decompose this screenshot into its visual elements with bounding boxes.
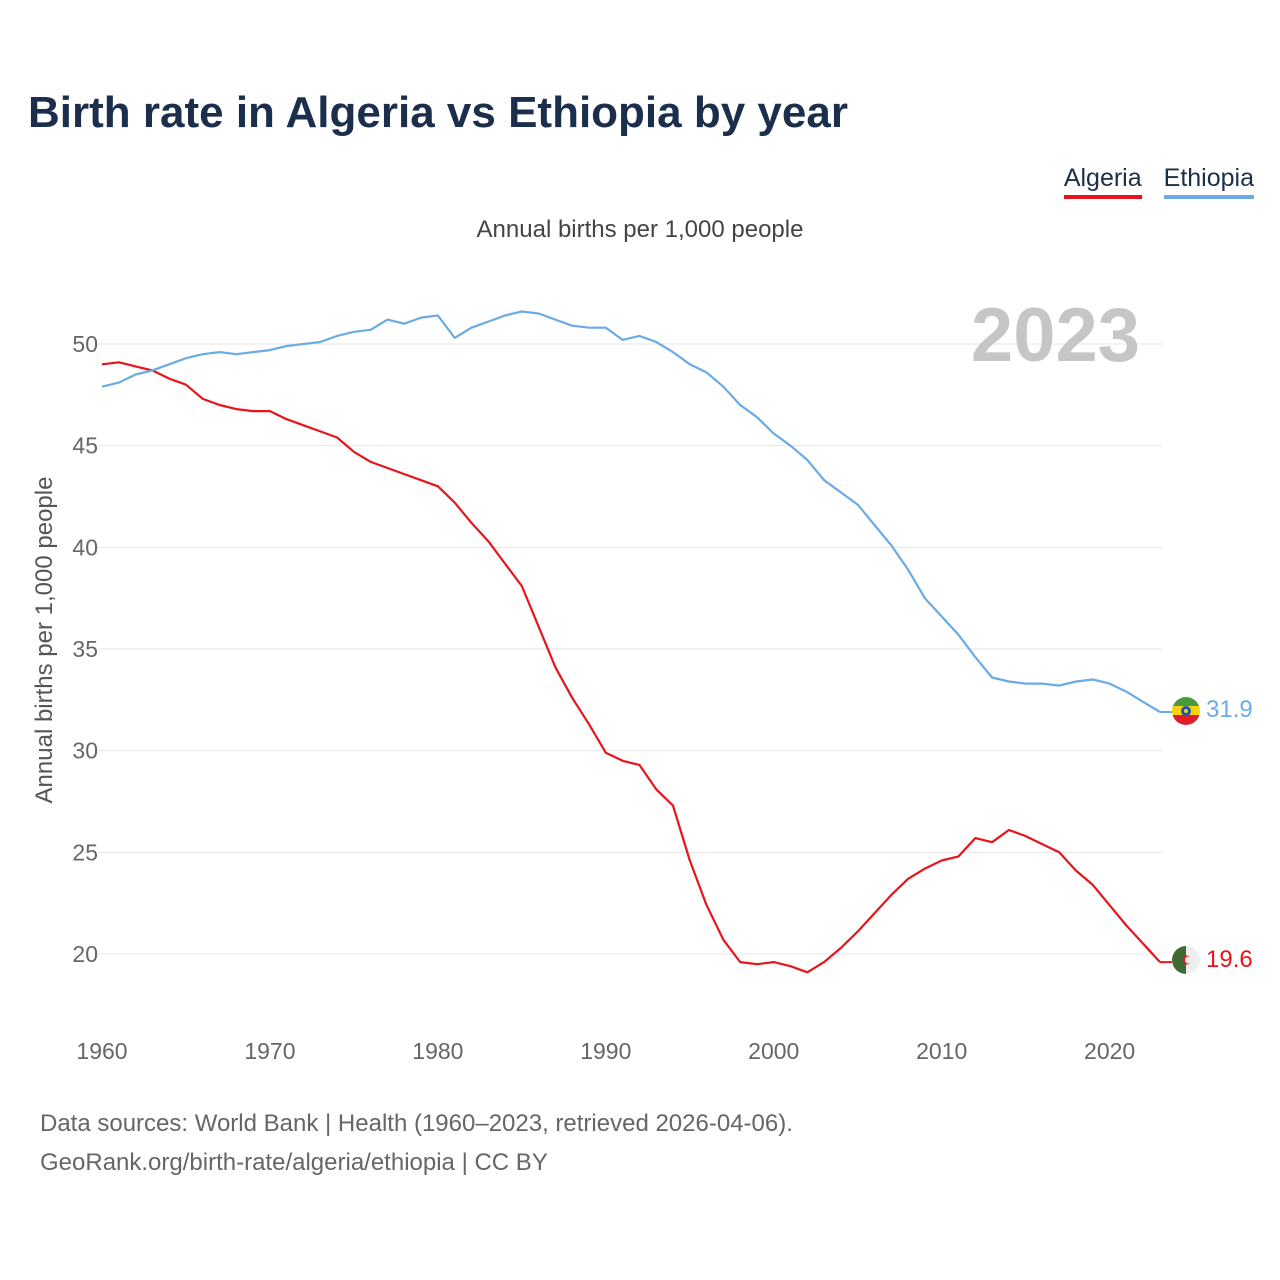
y-tick-label: 25 bbox=[72, 839, 98, 865]
y-tick-label: 30 bbox=[72, 738, 98, 764]
x-tick-label: 2010 bbox=[916, 1038, 967, 1064]
y-tick-label: 50 bbox=[72, 331, 98, 357]
legend: Algeria Ethiopia bbox=[1063, 164, 1254, 199]
y-tick-label: 45 bbox=[72, 433, 98, 459]
y-tick-label: 35 bbox=[72, 636, 98, 662]
legend-item-ethiopia[interactable]: Ethiopia bbox=[1163, 164, 1254, 199]
y-tick-label: 20 bbox=[72, 941, 98, 967]
x-tick-label: 2000 bbox=[748, 1038, 799, 1064]
footer: Data sources: World Bank | Health (1960–… bbox=[40, 1104, 793, 1182]
x-tick-label: 1960 bbox=[76, 1038, 127, 1064]
source-url: GeoRank.org/birth-rate/algeria/ethiopia … bbox=[40, 1149, 548, 1176]
y-axis-label: Annual births per 1,000 people bbox=[31, 477, 58, 804]
year-label: 2023 bbox=[971, 293, 1140, 378]
x-tick-label: 1980 bbox=[412, 1038, 463, 1064]
x-tick-label: 1970 bbox=[244, 1038, 295, 1064]
algeria-flag-icon bbox=[1172, 946, 1200, 974]
ethiopia-end-label: 31.9 bbox=[1206, 696, 1253, 723]
data-source-note: Data sources: World Bank | Health (1960–… bbox=[40, 1110, 793, 1137]
x-tick-label: 1990 bbox=[580, 1038, 631, 1064]
line-chart: 20 25 30 35 40 45 50 1960 1970 1980 1990 2000 2010 20… bbox=[31, 293, 1253, 1064]
series-line-algeria bbox=[101, 361, 1161, 974]
y-tick-label: 40 bbox=[72, 534, 98, 560]
legend-item-algeria[interactable]: Algeria bbox=[1063, 164, 1142, 199]
x-tick-label: 2020 bbox=[1084, 1038, 1135, 1064]
algeria-end-label: 19.6 bbox=[1206, 946, 1253, 973]
series-line-ethiopia bbox=[101, 310, 1161, 713]
chart-subtitle: Annual births per 1,000 people bbox=[476, 216, 804, 243]
ethiopia-flag-icon bbox=[1172, 697, 1200, 725]
page-title: Birth rate in Algeria vs Ethiopia by yea… bbox=[28, 88, 848, 137]
